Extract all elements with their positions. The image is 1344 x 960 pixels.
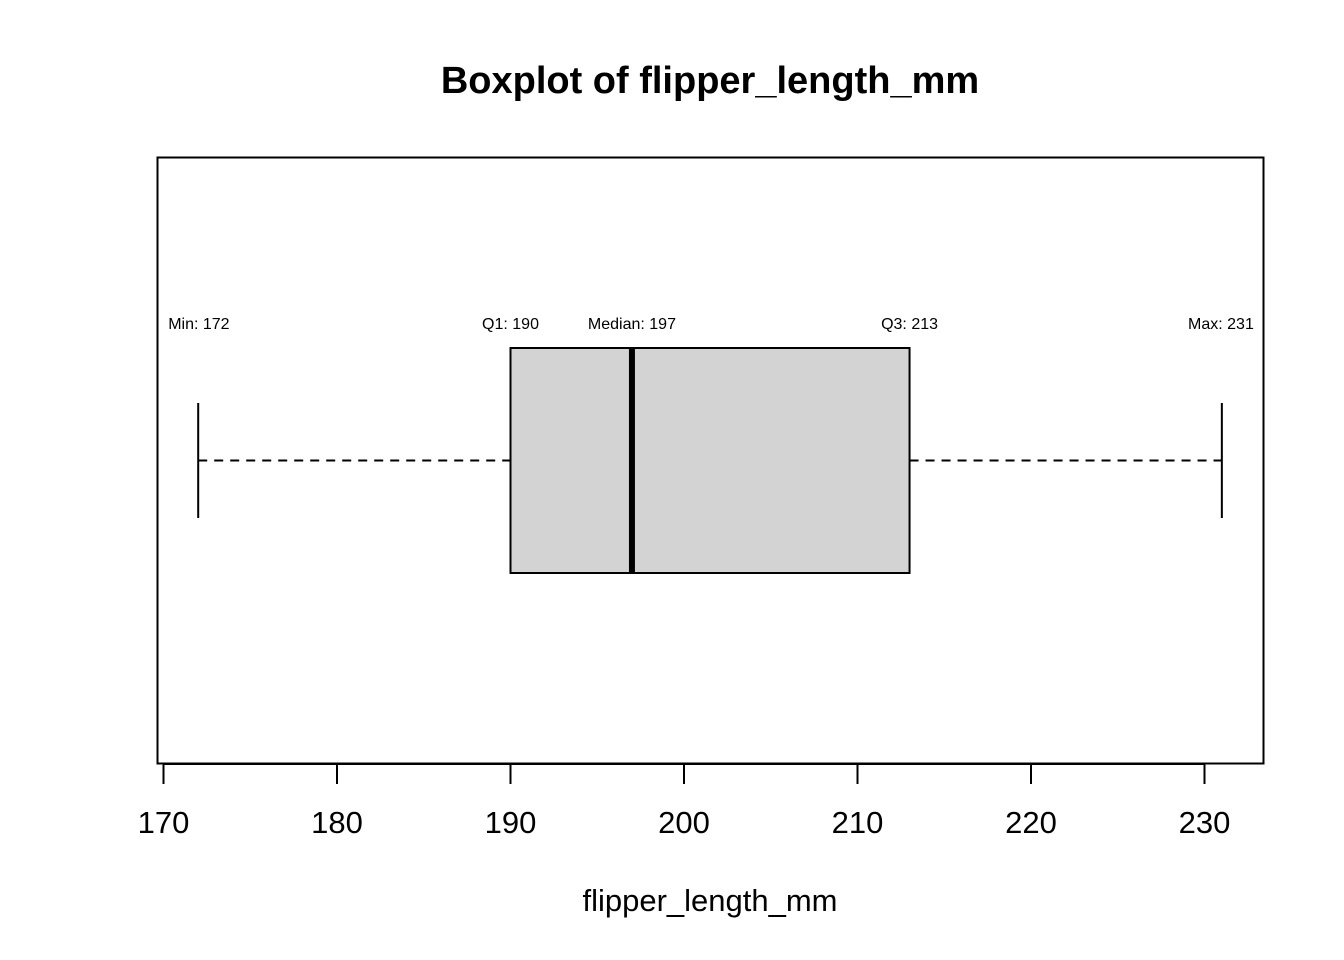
annotation-q1: Q1: 190 [482, 316, 539, 333]
x-tick-label-220: 220 [1005, 805, 1057, 840]
x-tick-label-170: 170 [138, 805, 190, 840]
iqr-box [509, 347, 911, 574]
x-tick-label-210: 210 [832, 805, 884, 840]
annotation-max: Max: 231 [1188, 316, 1254, 333]
x-tick-label-180: 180 [311, 805, 363, 840]
annotation-median: Median: 197 [588, 316, 676, 333]
x-axis-label: flipper_length_mm [582, 883, 837, 918]
x-tick-label-190: 190 [485, 805, 537, 840]
x-axis: 170 180 190 200 210 220 230 [138, 763, 1231, 840]
boxplot-marks [197, 347, 1223, 574]
x-tick-label-230: 230 [1179, 805, 1231, 840]
chart-title: Boxplot of flipper_length_mm [441, 60, 979, 102]
boxplot-annotations: Min: 172 Q1: 190 Median: 197 Q3: 213 Max: 23… [168, 316, 1254, 333]
x-tick-label-200: 200 [658, 805, 710, 840]
annotation-min: Min: 172 [168, 316, 229, 333]
annotation-q3: Q3: 213 [881, 316, 938, 333]
